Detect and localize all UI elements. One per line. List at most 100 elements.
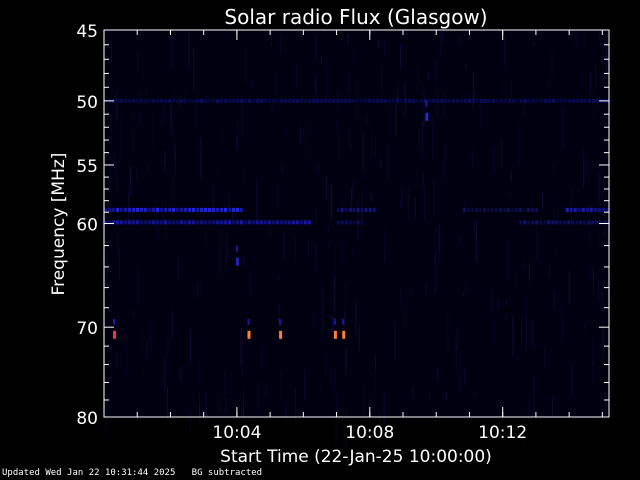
- band-segment: [276, 98, 279, 103]
- band-segment: [104, 220, 107, 225]
- band-segment: [336, 98, 339, 103]
- band-segment: [547, 220, 551, 225]
- band-segment: [148, 98, 151, 103]
- noise-streak: [269, 227, 271, 235]
- band-segment: [581, 207, 585, 212]
- noise-streak: [404, 85, 406, 117]
- emission-spot-halo: [279, 318, 282, 325]
- noise-streak: [253, 109, 255, 114]
- noise-streak: [383, 391, 385, 425]
- band-segment: [523, 220, 527, 225]
- band-segment: [384, 98, 387, 103]
- band-segment: [528, 98, 531, 103]
- band-segment: [308, 98, 311, 103]
- noise-streak: [412, 387, 414, 399]
- band-segment: [585, 207, 589, 212]
- x-tick-label: 10:12: [478, 423, 527, 443]
- noise-streak: [205, 234, 207, 251]
- band-segment: [232, 220, 235, 225]
- noise-streak: [561, 339, 563, 347]
- noise-streak: [591, 339, 593, 381]
- noise-streak: [428, 393, 430, 401]
- noise-streak: [347, 33, 349, 45]
- noise-streak: [196, 284, 198, 298]
- noise-streak: [332, 315, 333, 334]
- noise-streak: [473, 220, 475, 234]
- x-tick-label: 10:08: [345, 423, 394, 443]
- noise-streak: [320, 301, 322, 336]
- band-segment: [592, 98, 595, 103]
- noise-streak: [334, 367, 336, 396]
- noise-streak: [555, 250, 557, 258]
- band-segment: [352, 207, 356, 212]
- band-segment: [124, 98, 127, 103]
- noise-streak: [512, 316, 514, 357]
- band-segment: [380, 98, 383, 103]
- noise-streak: [334, 277, 336, 313]
- noise-streak: [345, 409, 347, 450]
- band-segment: [260, 220, 263, 225]
- band-segment: [539, 220, 543, 225]
- band-segment: [408, 98, 411, 103]
- noise-streak: [105, 408, 107, 438]
- band-segment: [188, 98, 191, 103]
- band-segment: [180, 220, 183, 225]
- noise-streak: [523, 99, 525, 117]
- band-segment: [140, 207, 143, 212]
- noise-streak: [432, 116, 434, 160]
- band-segment: [584, 98, 587, 103]
- noise-streak: [363, 380, 365, 423]
- emission-spot-halo: [333, 318, 336, 325]
- noise-streak: [416, 85, 418, 91]
- noise-streak: [117, 216, 119, 254]
- noise-streak: [544, 348, 546, 368]
- noise-streak: [314, 77, 316, 93]
- emission-spot-halo: [342, 318, 345, 325]
- emission-band: [519, 220, 611, 225]
- noise-streak: [228, 191, 230, 208]
- noise-streak: [300, 126, 301, 144]
- band-segment: [208, 220, 211, 225]
- noise-streak: [390, 100, 392, 139]
- noise-streak: [375, 138, 377, 156]
- noise-streak: [590, 70, 591, 94]
- noise-streak: [224, 372, 226, 395]
- noise-streak: [459, 237, 461, 246]
- noise-streak: [568, 269, 570, 306]
- noise-streak: [145, 85, 147, 96]
- noise-streak: [139, 92, 141, 101]
- noise-streak: [572, 363, 574, 397]
- band-segment: [444, 98, 447, 103]
- noise-streak: [394, 321, 396, 362]
- noise-streak: [419, 63, 421, 84]
- noise-streak: [356, 81, 358, 122]
- noise-streak: [509, 189, 511, 197]
- band-segment: [340, 98, 343, 103]
- band-segment: [484, 98, 487, 103]
- noise-streak: [522, 411, 524, 446]
- band-segment: [136, 98, 139, 103]
- noise-streak: [362, 131, 364, 171]
- emission-spot: [342, 330, 346, 339]
- noise-streak: [115, 351, 117, 368]
- band-segment: [184, 98, 187, 103]
- noise-streak: [243, 166, 245, 184]
- band-segment: [156, 98, 159, 103]
- noise-streak: [163, 103, 165, 120]
- noise-streak: [435, 226, 437, 266]
- noise-streak: [553, 290, 555, 309]
- noise-streak: [425, 283, 427, 296]
- noise-streak: [505, 314, 507, 321]
- noise-streak: [370, 395, 372, 403]
- noise-streak: [200, 137, 202, 179]
- band-segment: [522, 207, 526, 212]
- noise-streak: [599, 230, 601, 250]
- noise-streak: [595, 62, 597, 100]
- noise-streak: [160, 157, 162, 166]
- band-segment: [140, 98, 143, 103]
- noise-streak: [506, 298, 507, 306]
- band-segment: [176, 207, 179, 212]
- band-segment: [559, 220, 563, 225]
- emission-spot-halo: [425, 100, 428, 107]
